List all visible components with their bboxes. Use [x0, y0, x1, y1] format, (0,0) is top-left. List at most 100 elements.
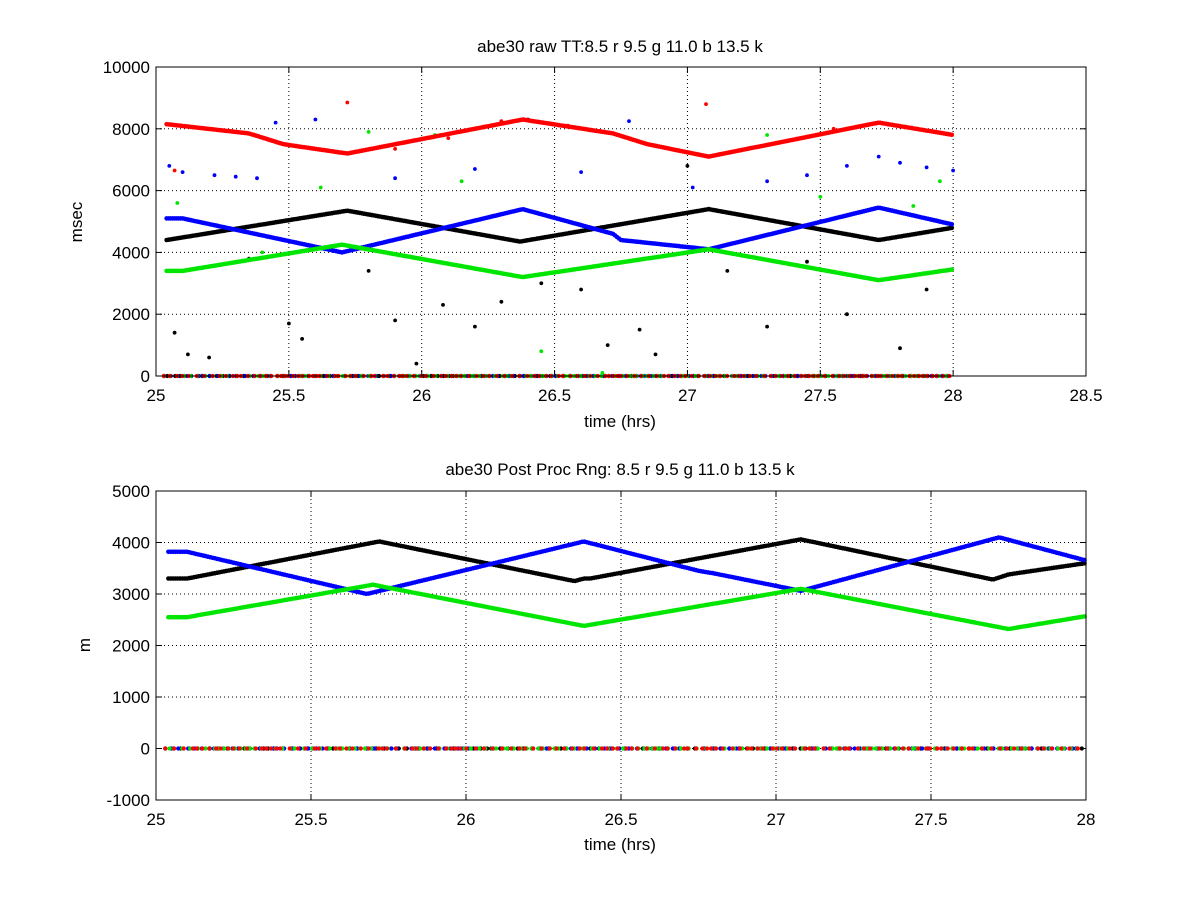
data-point-outlier — [446, 136, 451, 141]
data-point-zero — [893, 746, 898, 751]
x-tick-label: 25 — [147, 810, 166, 829]
data-point-zero — [253, 746, 258, 751]
data-point-zero — [868, 746, 873, 751]
data-point-zero — [432, 746, 437, 751]
data-point-zero — [720, 746, 725, 751]
data-point-zero — [975, 746, 980, 751]
data-point-zero — [163, 746, 168, 751]
x-tick-label: 25.5 — [272, 386, 305, 405]
data-point-zero — [959, 746, 965, 751]
data-point-zero — [815, 746, 820, 751]
data-point-zero — [295, 746, 300, 751]
data-point-outlier — [300, 337, 304, 341]
data-point-zero — [610, 746, 616, 751]
data-point-zero — [1055, 746, 1061, 751]
y-tick-label: 1000 — [112, 688, 150, 707]
series-k — [161, 164, 955, 379]
data-point-zero — [705, 746, 710, 751]
data-point-zero — [536, 746, 541, 751]
plot-raw-travel-time: abe30 raw TT:8.5 r 9.5 g 11.0 b 13.5 k t… — [67, 37, 1103, 431]
data-point-outlier — [690, 185, 695, 190]
data-point-zero — [324, 746, 329, 751]
data-point-outlier — [831, 126, 836, 131]
data-point-outlier — [473, 324, 477, 329]
y-axis-label: m — [75, 638, 94, 652]
data-point-zero — [303, 746, 308, 751]
data-point-outlier — [273, 120, 278, 125]
data-point-zero — [714, 746, 719, 751]
data-point-outlier — [459, 179, 464, 184]
data-point-zero — [755, 746, 760, 751]
data-point-zero — [402, 746, 407, 751]
data-point-zero — [591, 746, 596, 751]
data-point-zero — [620, 746, 626, 751]
data-point-zero — [837, 746, 842, 751]
data-point-zero — [366, 746, 371, 751]
data-point-zero — [1019, 746, 1024, 751]
data-point-zero — [935, 746, 940, 751]
data-point-zero — [730, 746, 735, 751]
grid — [156, 67, 1086, 376]
data-point-zero — [410, 746, 415, 751]
data-point-zero — [172, 746, 177, 751]
data-markers — [163, 535, 1087, 751]
data-point-outlier — [180, 170, 185, 175]
data-point-zero — [358, 746, 363, 751]
data-point-outlier — [393, 147, 397, 151]
data-point-zero — [842, 746, 848, 751]
data-point-zero — [500, 746, 505, 751]
x-tick-label: 27 — [678, 386, 697, 405]
data-point-zero — [916, 746, 921, 751]
data-point — [949, 267, 955, 272]
data-point-zero — [885, 746, 890, 751]
x-tick-label: 26.5 — [604, 810, 637, 829]
data-point-outlier — [704, 102, 708, 106]
data-point-zero — [807, 746, 812, 751]
data-point-zero — [939, 746, 944, 751]
data-point-zero — [544, 746, 549, 751]
data-point-zero — [685, 746, 690, 751]
y-tick-label: 8000 — [112, 120, 150, 139]
data-point-zero — [509, 746, 514, 751]
data-point-zero — [477, 746, 482, 751]
data-point-zero — [531, 746, 536, 751]
data-point-zero — [604, 746, 610, 751]
data-point-outlier — [818, 194, 823, 199]
plot-title: abe30 raw TT:8.5 r 9.5 g 11.0 b 13.5 k — [477, 37, 763, 56]
data-point-zero — [1059, 746, 1064, 751]
data-point-zero — [830, 746, 835, 751]
data-point-zero — [1075, 746, 1080, 751]
x-axis-label: time (hrs) — [584, 412, 656, 431]
data-point-zero — [682, 746, 687, 751]
data-point-zero — [504, 746, 510, 751]
data-point-zero — [176, 746, 181, 751]
data-point-zero — [414, 746, 419, 751]
data-point-zero — [1012, 746, 1017, 751]
data-point-zero — [774, 746, 779, 751]
y-tick-label: -1000 — [107, 791, 150, 810]
data-point-zero — [745, 746, 750, 751]
data-point-zero — [737, 746, 743, 751]
data-point-outlier — [924, 287, 929, 292]
data-point-zero — [945, 746, 950, 751]
x-tick-label: 27.5 — [804, 386, 837, 405]
data-point-zero — [749, 746, 754, 751]
data-point-zero — [1041, 746, 1046, 751]
data-point-zero — [1049, 746, 1054, 751]
data-point-zero — [389, 746, 394, 751]
data-point-zero — [852, 746, 857, 751]
data-point-zero — [562, 746, 567, 751]
y-tick-label: 0 — [141, 367, 150, 386]
data-point-zero — [207, 746, 212, 751]
data-point-outlier — [805, 173, 809, 178]
y-tick-label: 4000 — [112, 534, 150, 553]
data-point-outlier — [725, 269, 730, 273]
data-point-zero — [827, 746, 832, 751]
data-point-zero — [517, 746, 522, 751]
data-point-zero — [376, 746, 381, 751]
data-point-zero — [652, 746, 657, 751]
data-point-zero — [700, 746, 705, 751]
data-point-zero — [673, 746, 678, 751]
